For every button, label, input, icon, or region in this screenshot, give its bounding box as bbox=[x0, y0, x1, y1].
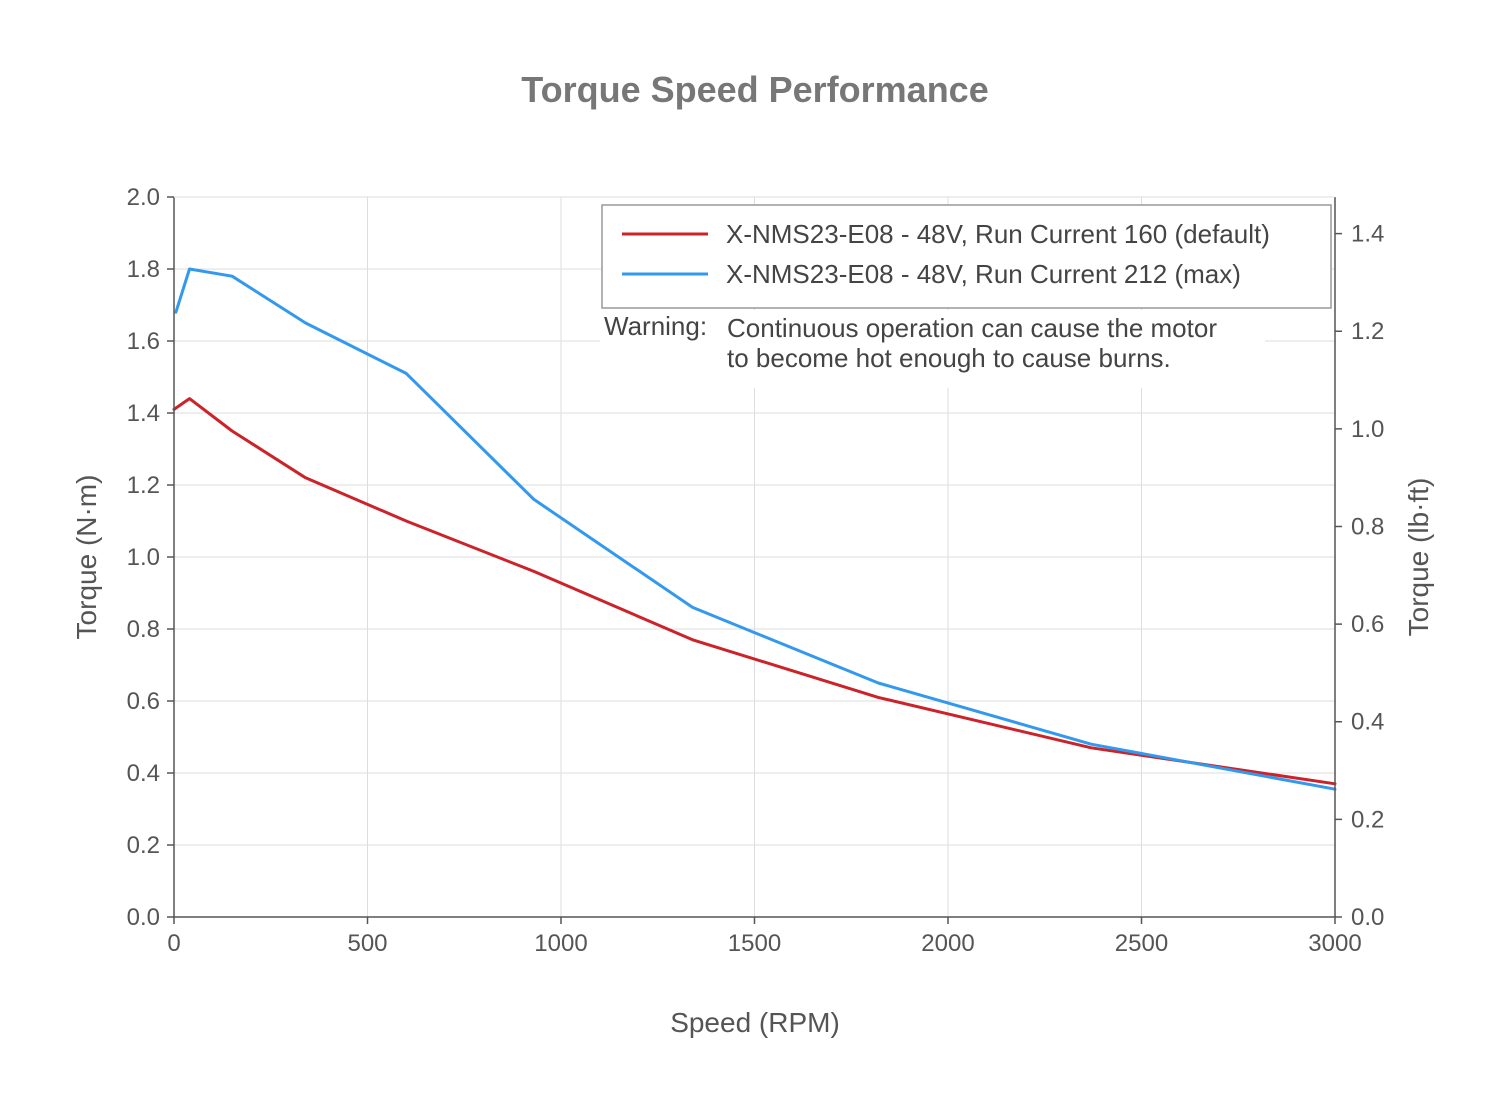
y-tick-label: 1.6 bbox=[127, 328, 160, 355]
y2-tick-label: 0.4 bbox=[1351, 709, 1384, 736]
series-line-run-current-160 bbox=[172, 397, 1337, 786]
y-tick-label: 0.6 bbox=[127, 688, 160, 715]
x-tick-label: 1500 bbox=[728, 930, 781, 957]
y2-tick-label: 1.0 bbox=[1351, 416, 1384, 443]
y-tick-label: 1.8 bbox=[127, 256, 160, 283]
y-tick-label: 0.0 bbox=[127, 904, 160, 931]
warning-annotation: Warning: Continuous operation can cause … bbox=[600, 310, 1265, 388]
x-tick-label: 2500 bbox=[1115, 930, 1168, 957]
y2-tick-label: 0.8 bbox=[1351, 513, 1384, 540]
x-tick-label: 1000 bbox=[534, 930, 587, 957]
y-tick-label: 0.4 bbox=[127, 760, 160, 787]
x-tick-label: 500 bbox=[347, 930, 387, 957]
ticks: 0 500 1000 1500 2000 2500 30000.00.20.40.60.81… bbox=[127, 184, 1385, 957]
x-axis-title: Speed (RPM) bbox=[670, 1007, 840, 1038]
y2-tick-label: 1.2 bbox=[1351, 318, 1384, 345]
y2-tick-label: 0.2 bbox=[1351, 806, 1384, 833]
warning-line-1: Continuous operation can cause the motor bbox=[727, 313, 1217, 343]
y2-tick-label: 0.6 bbox=[1351, 611, 1384, 638]
x-tick-label: 2000 bbox=[921, 930, 974, 957]
y-axis-title: Torque (N·m) bbox=[71, 475, 102, 640]
x-tick-label: 0 bbox=[167, 930, 180, 957]
y-tick-label: 0.2 bbox=[127, 832, 160, 859]
x-tick-label: 3000 bbox=[1308, 930, 1361, 957]
y-tick-label: 0.8 bbox=[127, 616, 160, 643]
y-tick-label: 1.4 bbox=[127, 400, 160, 427]
legend-label-run-current-160: X-NMS23-E08 - 48V, Run Current 160 (defa… bbox=[726, 219, 1270, 249]
y2-tick-label: 1.4 bbox=[1351, 221, 1384, 248]
warning-line-2: to become hot enough to cause burns. bbox=[727, 343, 1171, 373]
legend-label-run-current-212: X-NMS23-E08 - 48V, Run Current 212 (max) bbox=[726, 259, 1241, 289]
series-line-run-current-212 bbox=[174, 267, 1337, 791]
y-tick-label: 2.0 bbox=[127, 184, 160, 211]
y2-axis-title: Torque (lb·ft) bbox=[1403, 478, 1434, 637]
series-layer bbox=[172, 267, 1337, 791]
y-tick-label: 1.2 bbox=[127, 472, 160, 499]
y2-tick-label: 0.0 bbox=[1351, 904, 1384, 931]
legend: X-NMS23-E08 - 48V, Run Current 160 (defa… bbox=[601, 204, 1332, 309]
warning-label: Warning: bbox=[604, 311, 707, 341]
chart-title: Torque Speed Performance bbox=[521, 69, 988, 110]
legend-box bbox=[601, 204, 1332, 309]
warning-background bbox=[600, 310, 1265, 388]
y-tick-label: 1.0 bbox=[127, 544, 160, 571]
